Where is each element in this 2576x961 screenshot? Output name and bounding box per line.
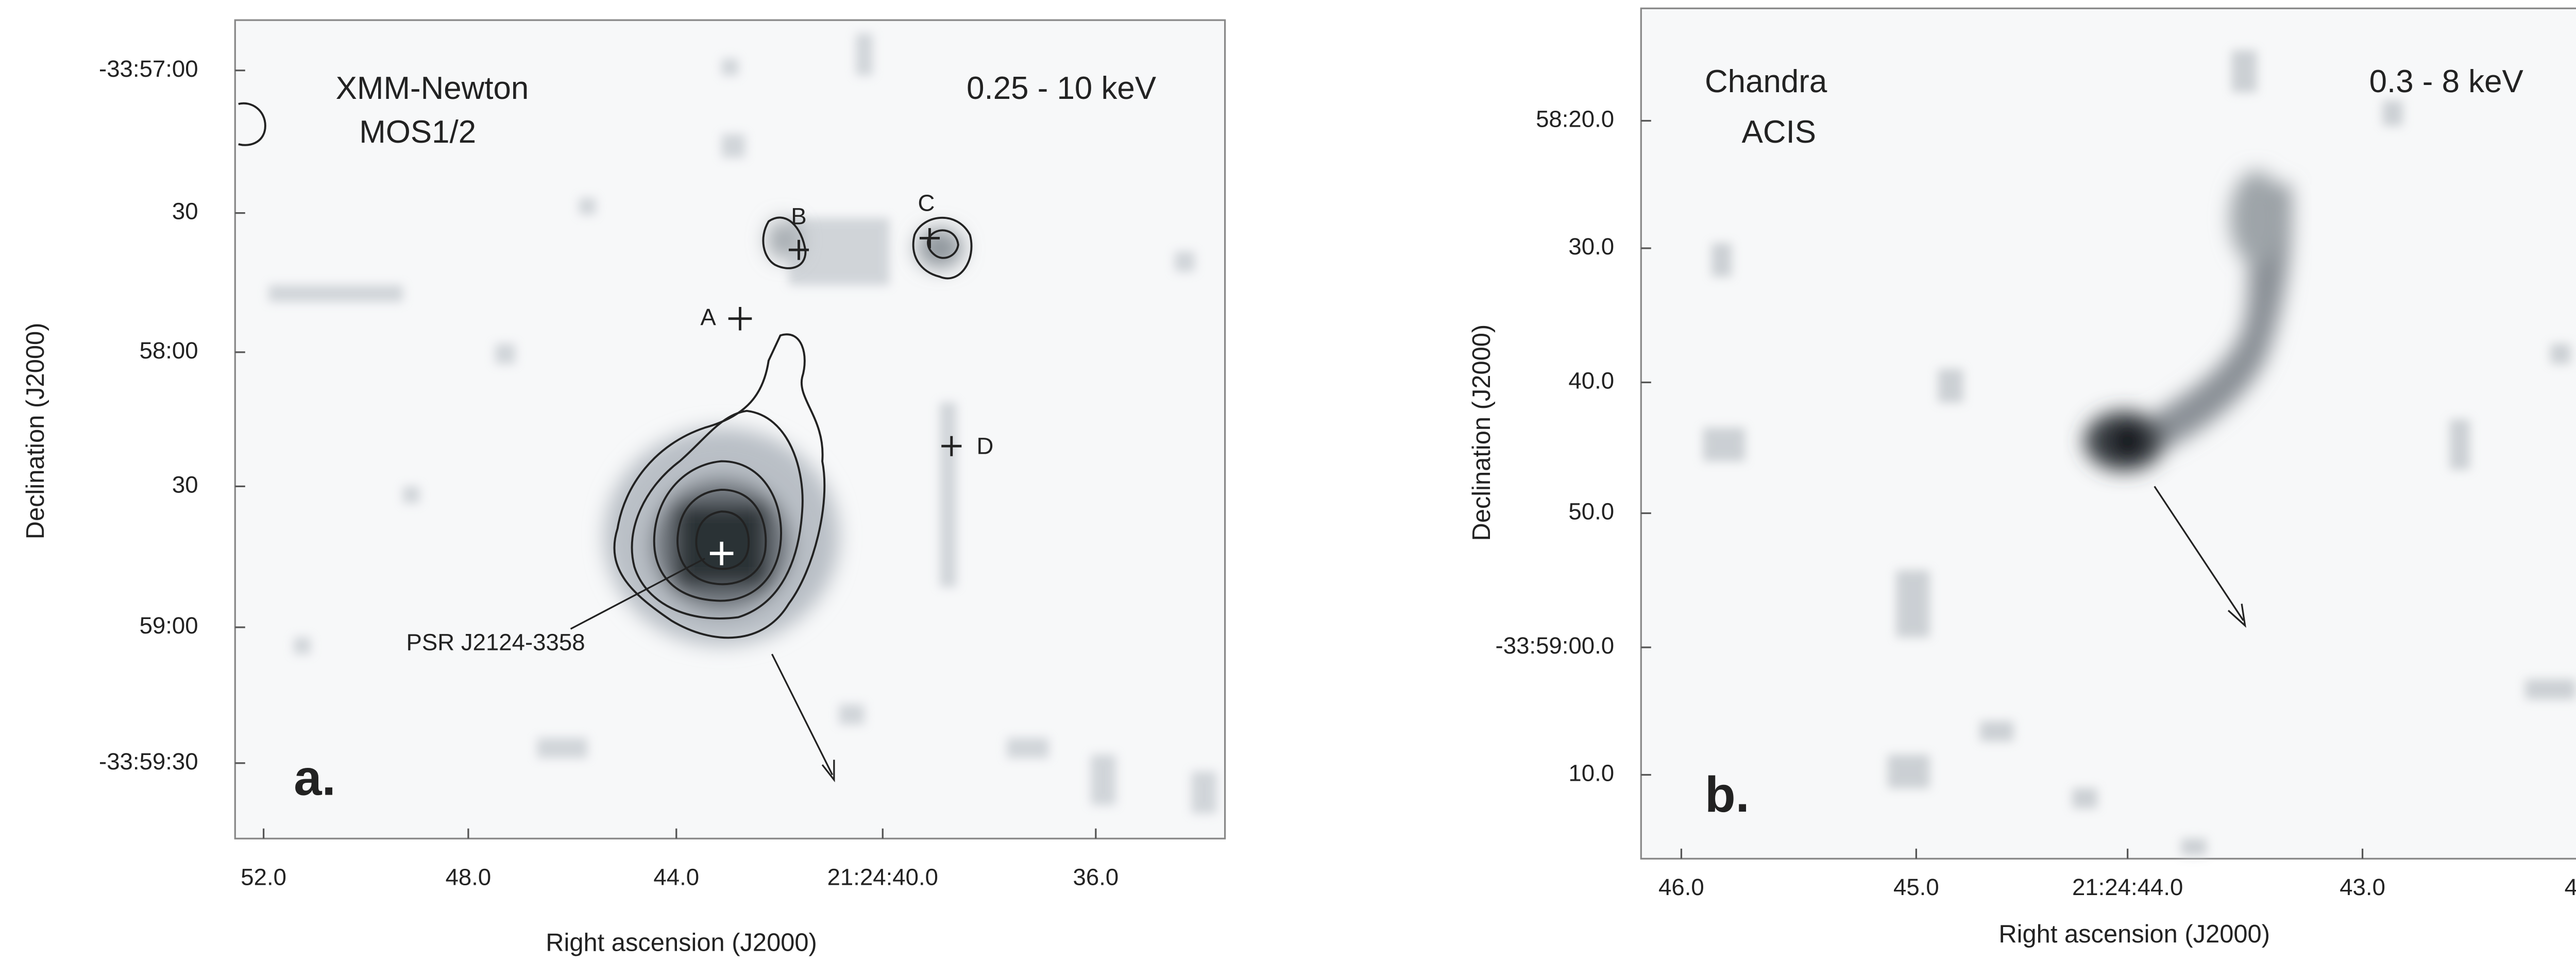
pulsar-label: PSR J2124-3358 bbox=[406, 629, 585, 656]
x-tick-label: 48.0 bbox=[446, 864, 492, 890]
panel-a-image bbox=[234, 19, 1226, 839]
y-tick-label: -33:57:00 bbox=[99, 56, 198, 82]
y-tick-label: 10.0 bbox=[1568, 760, 1614, 786]
x-tick-label: 44.0 bbox=[653, 864, 699, 890]
x-tick-label: 45.0 bbox=[1893, 874, 1939, 900]
source-label: C bbox=[918, 190, 935, 216]
y-tick-label: 40.0 bbox=[1568, 368, 1614, 394]
y-tick-label: 50.0 bbox=[1568, 499, 1614, 525]
source-label: B bbox=[791, 203, 806, 229]
y-tick-label: 59:00 bbox=[140, 612, 198, 639]
x-tick-label: 21:24:40.0 bbox=[827, 864, 938, 890]
energy-band: 0.3 - 8 keV bbox=[2369, 64, 2523, 99]
y-tick-label: 58:00 bbox=[140, 337, 198, 364]
x-axis-label: Right ascension (J2000) bbox=[1998, 920, 2270, 948]
x-tick-label: 52.0 bbox=[241, 864, 286, 890]
panel-label: b. bbox=[1705, 766, 1750, 822]
source-label: A bbox=[700, 304, 716, 330]
x-tick-label: 46.0 bbox=[1658, 874, 1704, 900]
y-tick-label: -33:59:00.0 bbox=[1496, 632, 1615, 659]
x-tick-label: 42.0 bbox=[2565, 874, 2576, 900]
instrument-label: Chandra bbox=[1705, 64, 1827, 99]
panel-b-image bbox=[1640, 7, 2576, 860]
y-axis-label: Declination (J2000) bbox=[1468, 324, 1496, 541]
y-axis-label: Declination (J2000) bbox=[22, 323, 49, 540]
y-tick-label: 58:20.0 bbox=[1536, 106, 1614, 132]
y-tick-label: 30 bbox=[172, 471, 198, 497]
source-label: D bbox=[976, 433, 993, 459]
y-tick-label: 30.0 bbox=[1568, 233, 1614, 260]
x-tick-label: 36.0 bbox=[1073, 864, 1119, 890]
instrument-label: MOS1/2 bbox=[359, 114, 476, 150]
x-axis-label: Right ascension (J2000) bbox=[546, 929, 817, 956]
panel-label: a. bbox=[294, 749, 335, 805]
energy-band: 0.25 - 10 keV bbox=[967, 71, 1156, 106]
instrument-label: XMM-Newton bbox=[336, 71, 529, 106]
y-tick-label: 30 bbox=[172, 198, 198, 225]
instrument-label: ACIS bbox=[1742, 114, 1816, 150]
y-tick-label: -33:59:30 bbox=[99, 748, 198, 775]
x-tick-label: 21:24:44.0 bbox=[2072, 874, 2183, 900]
x-tick-label: 43.0 bbox=[2340, 874, 2385, 900]
